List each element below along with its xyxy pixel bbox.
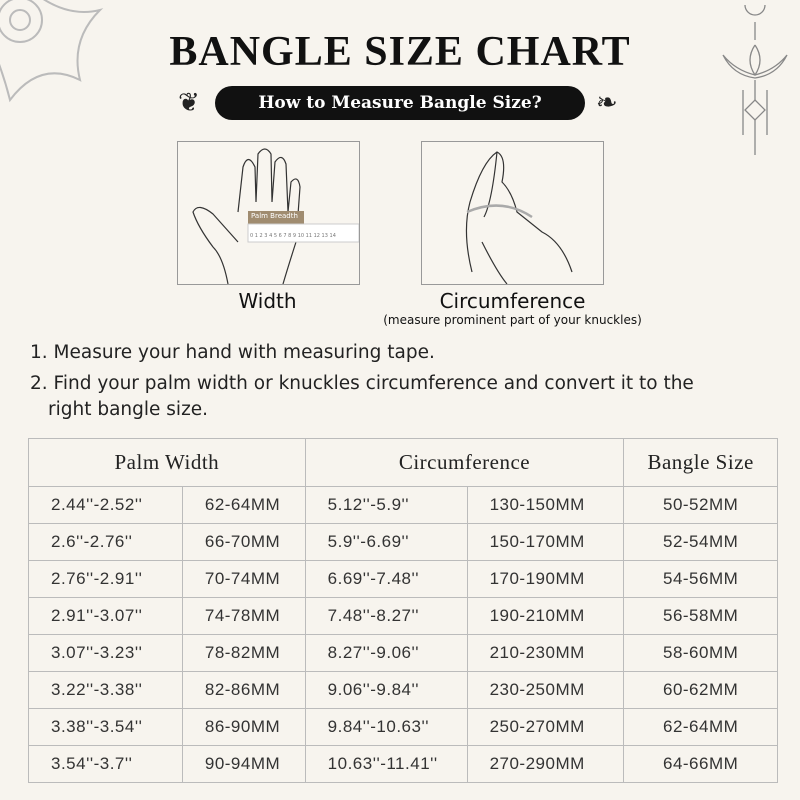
table-row: 2.6''-2.76'' 66-70MM 5.9''-6.69'' 150-170MM… [28, 523, 778, 561]
table-header-row: Palm Width Circumference Bangle Size [28, 438, 778, 487]
header-bangle-size: Bangle Size [623, 438, 778, 487]
cell-palm-inches: 2.44''-2.52'' [28, 486, 183, 524]
cell-circ-mm: 210-230MM [466, 634, 625, 672]
cell-circ-inches: 10.63''-11.41'' [304, 745, 468, 783]
cell-circ-mm: 270-290MM [466, 745, 625, 783]
step-2: 2. Find your palm width or knuckles circ… [30, 373, 694, 394]
cell-palm-inches: 3.22''-3.38'' [28, 671, 183, 709]
table-row: 2.76''-2.91'' 70-74MM 6.69''-7.48'' 170-190… [28, 560, 778, 598]
circumference-label: Circumference [439, 289, 586, 313]
page-title: BANGLE SIZE CHART [169, 29, 631, 75]
table-row: 2.91''-3.07'' 74-78MM 7.48''-8.27'' 190-210… [28, 597, 778, 635]
cell-bangle-size: 52-54MM [623, 523, 778, 561]
cell-palm-mm: 66-70MM [181, 523, 306, 561]
table-row: 3.38''-3.54'' 86-90MM 9.84''-10.63'' 250-27… [28, 708, 778, 746]
cell-circ-inches: 9.84''-10.63'' [304, 708, 468, 746]
cell-bangle-size: 58-60MM [623, 634, 778, 672]
mandala-ornament-icon [0, 0, 104, 103]
cell-palm-inches: 2.6''-2.76'' [28, 523, 183, 561]
cell-palm-inches: 3.38''-3.54'' [28, 708, 183, 746]
hand-knuckle-icon [465, 151, 573, 285]
lotus-ornament-icon [722, 4, 788, 155]
circumference-illustration [421, 141, 604, 285]
cell-circ-inches: 5.9''-6.69'' [304, 523, 468, 561]
swirl-right-icon: ❧ [596, 88, 618, 118]
cell-bangle-size: 54-56MM [623, 560, 778, 598]
table-row: 2.44''-2.52'' 62-64MM 5.12''-5.9'' 130-150M… [28, 486, 778, 524]
cell-circ-inches: 9.06''-9.84'' [304, 671, 468, 709]
cell-palm-mm: 74-78MM [181, 597, 306, 635]
cell-bangle-size: 62-64MM [623, 708, 778, 746]
swirl-left-icon: ❦ [178, 88, 200, 118]
cell-circ-inches: 8.27''-9.06'' [304, 634, 468, 672]
cell-circ-mm: 150-170MM [466, 523, 625, 561]
header-circumference: Circumference [304, 438, 625, 487]
cell-circ-inches: 5.12''-5.9'' [304, 486, 468, 524]
cell-palm-inches: 2.91''-3.07'' [28, 597, 183, 635]
cell-circ-inches: 6.69''-7.48'' [304, 560, 468, 598]
table-row: 3.54''-3.7'' 90-94MM 10.63''-11.41'' 270-29… [28, 745, 778, 783]
cell-palm-inches: 3.07''-3.23'' [28, 634, 183, 672]
cell-palm-mm: 90-94MM [181, 745, 306, 783]
cell-palm-mm: 70-74MM [181, 560, 306, 598]
cell-bangle-size: 50-52MM [623, 486, 778, 524]
cell-palm-mm: 82-86MM [181, 671, 306, 709]
cell-circ-inches: 7.48''-8.27'' [304, 597, 468, 635]
table-row: 3.22''-3.38'' 82-86MM 9.06''-9.84'' 230-250… [28, 671, 778, 709]
palm-breadth-tag: Palm Breadth [251, 212, 298, 220]
header-palm-width: Palm Width [28, 438, 306, 487]
cell-circ-mm: 170-190MM [466, 560, 625, 598]
cell-palm-mm: 78-82MM [181, 634, 306, 672]
cell-palm-mm: 86-90MM [181, 708, 306, 746]
cell-circ-mm: 190-210MM [466, 597, 625, 635]
cell-bangle-size: 64-66MM [623, 745, 778, 783]
cell-palm-mm: 62-64MM [181, 486, 306, 524]
cell-circ-mm: 250-270MM [466, 708, 625, 746]
subtitle-banner: How to Measure Bangle Size? [215, 86, 585, 120]
circumference-note: (measure prominent part of your knuckles… [383, 313, 642, 327]
table-row: 3.07''-3.23'' 78-82MM 8.27''-9.06'' 210-230… [28, 634, 778, 672]
cell-palm-inches: 2.76''-2.91'' [28, 560, 183, 598]
step-1: 1. Measure your hand with measuring tape… [30, 342, 435, 363]
size-table: Palm Width Circumference Bangle Size 2.4… [28, 438, 778, 783]
width-label: Width [238, 289, 297, 313]
cell-bangle-size: 60-62MM [623, 671, 778, 709]
cell-bangle-size: 56-58MM [623, 597, 778, 635]
cell-circ-mm: 230-250MM [466, 671, 625, 709]
width-illustration: Palm Breadth 0 1 2 3 4 5 6 7 8 9 10 11 1… [177, 141, 360, 285]
step-2-continued: right bangle size. [48, 399, 209, 420]
cell-circ-mm: 130-150MM [466, 486, 625, 524]
cell-palm-inches: 3.54''-3.7'' [28, 745, 183, 783]
ruler-scale: 0 1 2 3 4 5 6 7 8 9 10 11 12 13 14 [250, 233, 336, 239]
